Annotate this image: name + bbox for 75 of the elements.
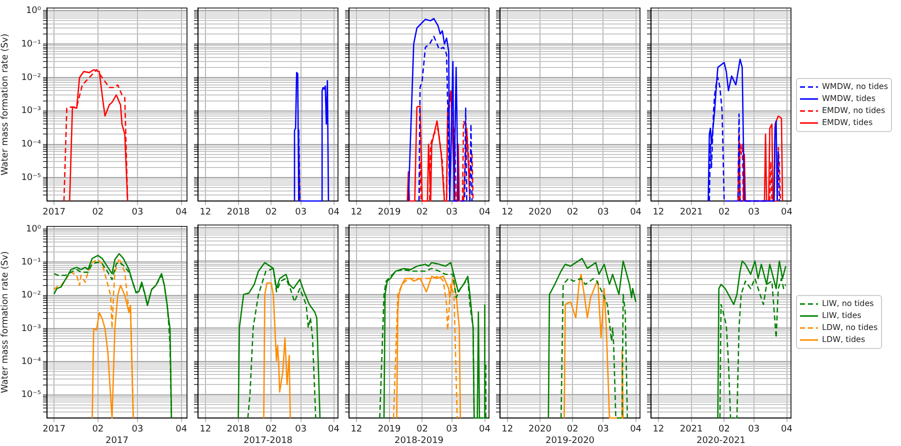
legend-label: EMDW, tides <box>822 118 873 127</box>
x-tick-label: 2017 <box>42 208 66 218</box>
x-tick-label: 04 <box>328 208 340 218</box>
y-tick-label: 10⁻⁴ <box>21 140 42 150</box>
x-tick-label: 03 <box>295 208 307 218</box>
x-tick-label: 12 <box>200 424 212 435</box>
y-tick-label: 10⁻² <box>21 72 42 83</box>
x-tick-label: 12 <box>350 208 362 218</box>
y-axis-title: Water mass formation rate (Sv) <box>0 251 11 394</box>
y-tick-label: 10⁻¹ <box>21 258 42 268</box>
x-tick-label: 2020 <box>528 208 552 218</box>
x-tick-label: 2019 <box>378 208 402 218</box>
x-tick-label: 2021 <box>680 424 703 435</box>
x-tick-label: 02 <box>718 208 730 218</box>
y-tick-label: 10⁰ <box>26 224 42 234</box>
x-tick-label: 12 <box>652 208 664 218</box>
x-tick-label: 2019 <box>378 424 402 435</box>
legend-label: LDW, no tides <box>822 323 878 332</box>
x-tick-label: 04 <box>328 424 340 435</box>
y-tick-label: 10⁻¹ <box>21 39 42 50</box>
x-tick-label: 02 <box>718 424 730 435</box>
x-tick-label: 12 <box>502 208 514 218</box>
x-tick-label: 12 <box>200 208 212 218</box>
x-tick-label: 04 <box>479 424 491 435</box>
x-tick-label: 02 <box>566 424 578 435</box>
x-tick-label: 02 <box>92 208 104 218</box>
legend-label: EMDW, no tides <box>822 106 886 115</box>
x-axis-title: 2017-2018 <box>243 436 293 446</box>
x-tick-label: 03 <box>132 208 144 218</box>
x-tick-label: 12 <box>502 424 514 435</box>
x-tick-label: 03 <box>295 424 307 435</box>
x-tick-label: 03 <box>597 208 609 218</box>
x-tick-label: 2018 <box>226 208 250 218</box>
x-tick-label: 04 <box>630 208 642 218</box>
x-tick-label: 04 <box>630 424 642 435</box>
y-tick-label: 10⁻⁴ <box>21 357 42 368</box>
legend-label: LDW, tides <box>822 335 866 344</box>
x-tick-label: 2020 <box>528 424 552 435</box>
x-tick-label: 02 <box>416 208 428 218</box>
x-tick-label: 03 <box>446 208 458 218</box>
x-tick-label: 12 <box>350 424 362 435</box>
x-axis-title: 2020-2021 <box>696 436 746 446</box>
x-tick-label: 04 <box>176 424 188 435</box>
x-tick-label: 04 <box>781 208 793 218</box>
legend-label: LIW, no tides <box>822 299 874 308</box>
x-tick-label: 02 <box>265 208 277 218</box>
x-axis-title: 2018-2019 <box>394 436 444 446</box>
x-tick-label: 2021 <box>680 208 703 218</box>
x-tick-label: 12 <box>652 424 664 435</box>
y-tick-label: 10⁻⁵ <box>21 172 42 183</box>
y-tick-label: 10⁰ <box>26 6 42 16</box>
x-tick-label: 04 <box>781 424 793 435</box>
x-tick-label: 2017 <box>42 424 66 435</box>
y-axis-title: Water mass formation rate (Sv) <box>0 34 11 176</box>
x-tick-label: 04 <box>176 208 188 218</box>
y-tick-label: 10⁻⁵ <box>21 390 42 400</box>
x-tick-label: 02 <box>265 424 277 435</box>
x-tick-label: 2018 <box>226 424 250 435</box>
x-tick-label: 03 <box>748 424 760 435</box>
x-tick-label: 03 <box>748 208 760 218</box>
x-axis-title: 2019-2020 <box>545 436 595 446</box>
x-tick-label: 02 <box>566 208 578 218</box>
legend-label: WMDW, tides <box>822 94 876 103</box>
y-tick-label: 10⁻³ <box>21 106 42 116</box>
x-tick-label: 02 <box>416 424 428 435</box>
y-tick-label: 10⁻³ <box>21 324 42 334</box>
x-tick-label: 03 <box>446 424 458 435</box>
legend-label: LIW, tides <box>822 311 862 320</box>
y-tick-label: 10⁻² <box>21 290 42 301</box>
legend-label: WMDW, no tides <box>822 82 888 91</box>
x-axis-title: 2017 <box>106 436 128 446</box>
x-tick-label: 03 <box>132 424 144 435</box>
x-tick-label: 03 <box>597 424 609 435</box>
x-tick-label: 04 <box>479 208 491 218</box>
x-tick-label: 02 <box>92 424 104 435</box>
